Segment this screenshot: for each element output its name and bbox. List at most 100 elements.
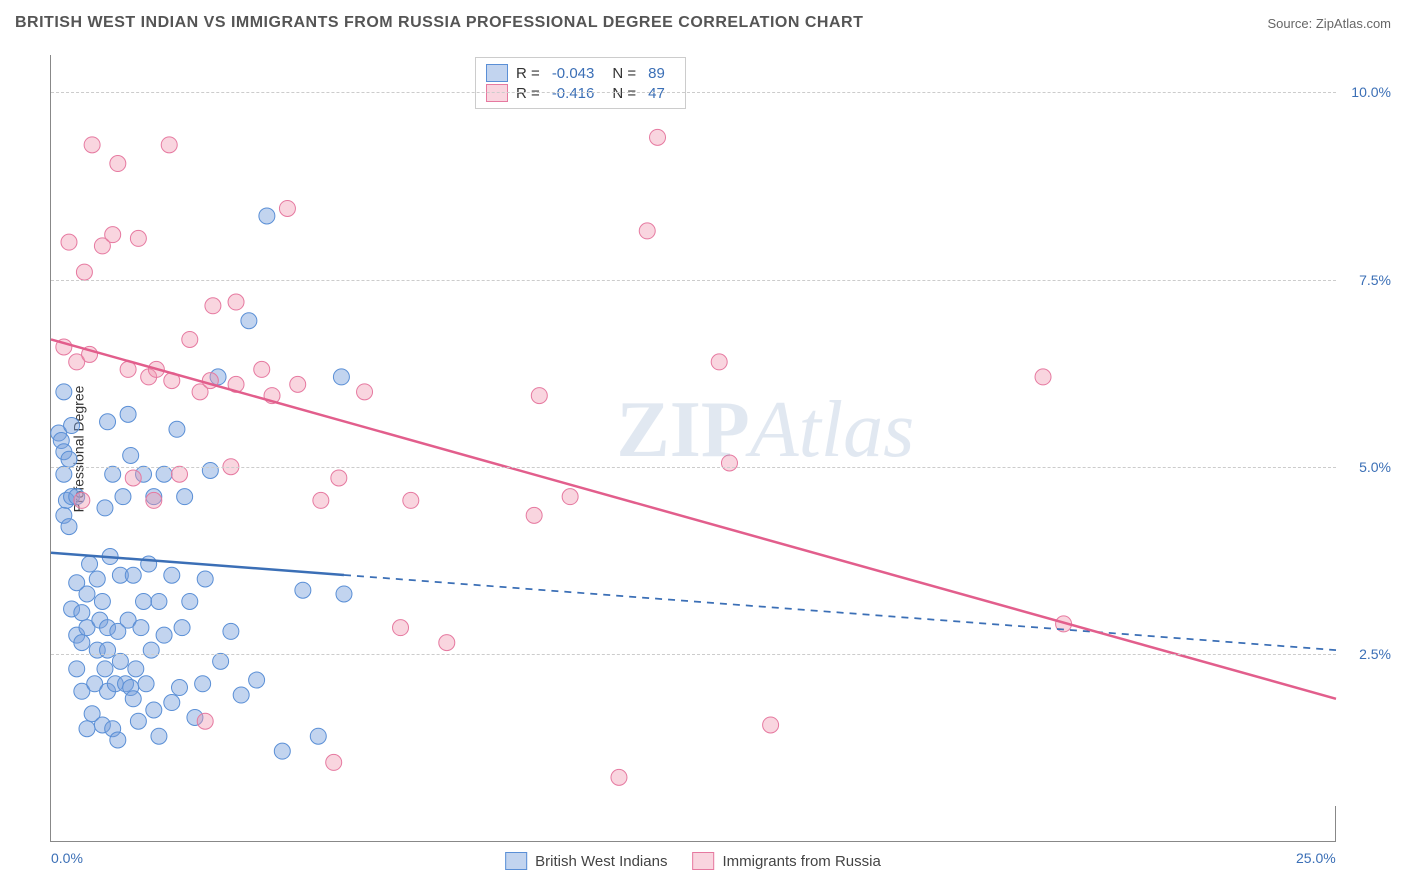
y-tick-label: 2.5% [1359, 646, 1391, 662]
data-point-rus [639, 223, 655, 239]
data-point-bwi [164, 695, 180, 711]
data-point-rus [611, 769, 627, 785]
gridline [51, 92, 1336, 93]
data-point-rus [125, 470, 141, 486]
data-point-bwi [100, 642, 116, 658]
data-point-bwi [130, 713, 146, 729]
data-point-bwi [156, 466, 172, 482]
data-point-rus [74, 492, 90, 508]
data-point-bwi [79, 721, 95, 737]
data-point-bwi [56, 466, 72, 482]
data-point-rus [61, 234, 77, 250]
data-point-rus [84, 137, 100, 153]
data-point-bwi [336, 586, 352, 602]
data-point-rus [161, 137, 177, 153]
data-point-bwi [120, 406, 136, 422]
data-point-rus [393, 620, 409, 636]
data-point-rus [711, 354, 727, 370]
data-point-bwi [151, 728, 167, 744]
data-point-bwi [174, 620, 190, 636]
data-point-rus [326, 754, 342, 770]
gridline [51, 654, 1336, 655]
data-point-bwi [138, 676, 154, 692]
data-point-bwi [241, 313, 257, 329]
data-point-bwi [125, 691, 141, 707]
legend-item-bwi: British West Indians [505, 852, 667, 870]
y-tick-label: 5.0% [1359, 459, 1391, 475]
data-point-rus [562, 489, 578, 505]
data-point-bwi [197, 571, 213, 587]
r-label: R = [516, 65, 540, 82]
regression-line-dashed-bwi [344, 575, 1336, 650]
data-point-rus [531, 388, 547, 404]
data-point-bwi [61, 451, 77, 467]
data-point-rus [182, 331, 198, 347]
data-point-rus [721, 455, 737, 471]
data-point-bwi [105, 466, 121, 482]
data-point-bwi [274, 743, 290, 759]
data-point-rus [146, 492, 162, 508]
r-value-bwi: -0.043 [552, 65, 595, 82]
data-point-bwi [146, 702, 162, 718]
x-tick-label: 25.0% [1296, 850, 1336, 866]
data-point-rus [1035, 369, 1051, 385]
data-point-bwi [74, 605, 90, 621]
data-point-rus [254, 361, 270, 377]
regression-line-rus [51, 339, 1336, 698]
data-point-bwi [115, 489, 131, 505]
data-point-bwi [169, 421, 185, 437]
data-point-bwi [233, 687, 249, 703]
data-point-bwi [100, 414, 116, 430]
data-point-bwi [213, 653, 229, 669]
data-point-bwi [89, 571, 105, 587]
data-point-bwi [64, 418, 80, 434]
data-point-bwi [143, 642, 159, 658]
data-point-rus [279, 200, 295, 216]
legend-label-rus: Immigrants from Russia [722, 853, 880, 870]
data-point-rus [290, 376, 306, 392]
data-point-bwi [182, 593, 198, 609]
chart-title: BRITISH WEST INDIAN VS IMMIGRANTS FROM R… [15, 14, 863, 32]
data-point-rus [110, 156, 126, 172]
data-point-rus [526, 507, 542, 523]
data-point-rus [313, 492, 329, 508]
data-point-rus [205, 298, 221, 314]
data-point-rus [228, 294, 244, 310]
data-point-rus [763, 717, 779, 733]
data-point-rus [76, 264, 92, 280]
n-label: N = [612, 65, 636, 82]
chart-area: Professional Degree ZIPAtlas R =-0.043N … [50, 55, 1336, 842]
legend-swatch-rus [692, 852, 714, 870]
y-tick-label: 7.5% [1359, 272, 1391, 288]
data-point-bwi [172, 680, 188, 696]
stats-row-bwi: R = -0.043 N = 89 [486, 64, 675, 82]
data-point-bwi [82, 556, 98, 572]
data-point-rus [403, 492, 419, 508]
data-point-bwi [249, 672, 265, 688]
chart-svg [51, 55, 1336, 841]
n-value-bwi: 89 [648, 65, 665, 82]
plot-area: ZIPAtlas R =-0.043N =89R =-0.416N =47 2.… [50, 55, 1336, 842]
legend-swatch-bwi [505, 852, 527, 870]
data-point-bwi [56, 384, 72, 400]
data-point-bwi [61, 519, 77, 535]
data-point-bwi [128, 661, 144, 677]
data-point-bwi [133, 620, 149, 636]
data-point-bwi [141, 556, 157, 572]
data-point-bwi [94, 593, 110, 609]
data-point-bwi [164, 567, 180, 583]
data-point-bwi [74, 635, 90, 651]
data-point-rus [197, 713, 213, 729]
data-point-bwi [259, 208, 275, 224]
series-legend: British West Indians Immigrants from Russ… [505, 852, 881, 870]
data-point-bwi [156, 627, 172, 643]
data-point-bwi [69, 661, 85, 677]
swatch-bwi [486, 64, 508, 82]
data-point-rus [130, 230, 146, 246]
data-point-bwi [151, 593, 167, 609]
source-label: Source: ZipAtlas.com [1267, 16, 1391, 31]
data-point-bwi [123, 447, 139, 463]
data-point-bwi [295, 582, 311, 598]
y-tick-label: 10.0% [1351, 84, 1391, 100]
stats-legend: R =-0.043N =89R =-0.416N =47 [475, 57, 686, 109]
